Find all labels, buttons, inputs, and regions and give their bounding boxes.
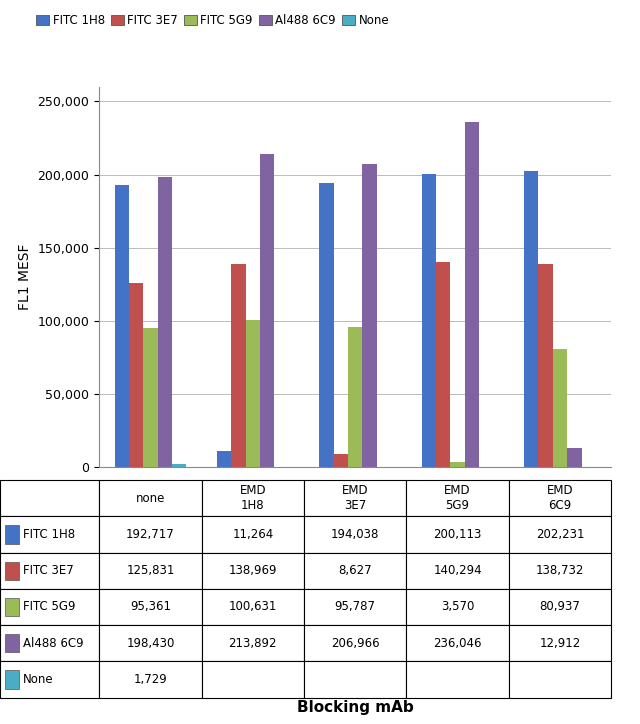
- Bar: [99, 589, 202, 625]
- Bar: [99, 516, 202, 552]
- Bar: [348, 327, 362, 467]
- Bar: [99, 552, 202, 589]
- Bar: [5, 670, 19, 689]
- Bar: [451, 462, 465, 467]
- Bar: [0, 480, 99, 516]
- Text: none: none: [136, 492, 165, 505]
- Bar: [406, 625, 509, 661]
- Text: 12,912: 12,912: [540, 636, 580, 649]
- Bar: [304, 516, 406, 552]
- Legend: FITC 1H8, FITC 3E7, FITC 5G9, Al488 6C9, None: FITC 1H8, FITC 3E7, FITC 5G9, Al488 6C9,…: [31, 9, 394, 32]
- Bar: [538, 264, 553, 467]
- Bar: [202, 516, 304, 552]
- Text: Blocking mAb: Blocking mAb: [297, 700, 413, 715]
- Text: FITC 1H8: FITC 1H8: [23, 528, 75, 541]
- Text: 138,732: 138,732: [536, 564, 584, 577]
- Bar: [0, 552, 99, 589]
- Bar: [5, 598, 19, 616]
- Bar: [5, 634, 19, 652]
- Bar: [436, 262, 451, 467]
- Text: 202,231: 202,231: [536, 528, 584, 541]
- Bar: [99, 625, 202, 661]
- Bar: [465, 122, 479, 467]
- Bar: [509, 480, 611, 516]
- Bar: [157, 177, 172, 467]
- Bar: [509, 552, 611, 589]
- Text: 125,831: 125,831: [126, 564, 175, 577]
- Bar: [304, 552, 406, 589]
- Text: 11,264: 11,264: [232, 528, 273, 541]
- Bar: [567, 448, 582, 467]
- Bar: [422, 174, 436, 467]
- Bar: [0, 625, 99, 661]
- Bar: [202, 625, 304, 661]
- Bar: [304, 625, 406, 661]
- Bar: [406, 480, 509, 516]
- Bar: [406, 516, 509, 552]
- Bar: [333, 455, 348, 467]
- Bar: [231, 264, 246, 467]
- Text: 140,294: 140,294: [433, 564, 482, 577]
- Bar: [172, 465, 186, 467]
- Bar: [509, 589, 611, 625]
- Bar: [509, 661, 611, 697]
- Text: 194,038: 194,038: [331, 528, 380, 541]
- Text: 8,627: 8,627: [339, 564, 372, 577]
- Bar: [129, 283, 143, 467]
- Text: 213,892: 213,892: [228, 636, 277, 649]
- Bar: [217, 450, 231, 467]
- Bar: [99, 480, 202, 516]
- Bar: [524, 172, 538, 467]
- Bar: [304, 661, 406, 697]
- Text: 200,113: 200,113: [433, 528, 482, 541]
- Bar: [0, 589, 99, 625]
- Bar: [406, 589, 509, 625]
- Bar: [509, 516, 611, 552]
- Text: FITC 3E7: FITC 3E7: [23, 564, 74, 577]
- Text: FITC 5G9: FITC 5G9: [23, 600, 76, 613]
- Bar: [362, 164, 377, 467]
- Text: 198,430: 198,430: [126, 636, 175, 649]
- Text: EMD
3E7: EMD 3E7: [342, 484, 369, 513]
- Bar: [143, 327, 157, 467]
- Text: 138,969: 138,969: [228, 564, 277, 577]
- Text: EMD
1H8: EMD 1H8: [239, 484, 266, 513]
- Text: EMD
5G9: EMD 5G9: [444, 484, 471, 513]
- Bar: [115, 185, 129, 467]
- Bar: [202, 552, 304, 589]
- Text: 192,717: 192,717: [126, 528, 175, 541]
- Text: Al488 6C9: Al488 6C9: [23, 636, 84, 649]
- Bar: [304, 480, 406, 516]
- Bar: [246, 320, 260, 467]
- Text: None: None: [23, 673, 54, 686]
- Bar: [553, 349, 567, 467]
- Text: EMD
6C9: EMD 6C9: [547, 484, 573, 513]
- Bar: [304, 589, 406, 625]
- Bar: [406, 552, 509, 589]
- Bar: [0, 661, 99, 697]
- Text: 95,361: 95,361: [130, 600, 171, 613]
- Text: 100,631: 100,631: [228, 600, 277, 613]
- Text: 1,729: 1,729: [134, 673, 167, 686]
- Text: 236,046: 236,046: [433, 636, 482, 649]
- Bar: [260, 154, 275, 467]
- Bar: [0, 516, 99, 552]
- Y-axis label: FL1 MESF: FL1 MESF: [18, 244, 32, 310]
- Bar: [5, 562, 19, 580]
- Text: 3,570: 3,570: [441, 600, 474, 613]
- Bar: [202, 589, 304, 625]
- Text: 95,787: 95,787: [335, 600, 376, 613]
- Text: 80,937: 80,937: [540, 600, 580, 613]
- Bar: [509, 625, 611, 661]
- Bar: [406, 661, 509, 697]
- Bar: [319, 183, 333, 467]
- Bar: [202, 480, 304, 516]
- Bar: [99, 661, 202, 697]
- Bar: [5, 526, 19, 544]
- Bar: [202, 661, 304, 697]
- Text: 206,966: 206,966: [331, 636, 380, 649]
